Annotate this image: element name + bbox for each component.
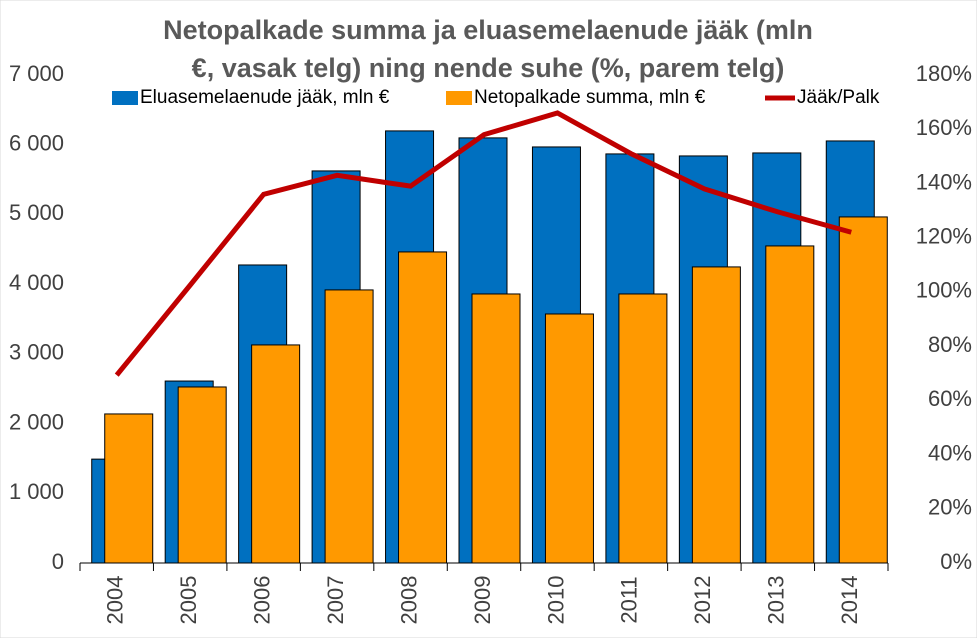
y-tick-label: 4 000 <box>9 270 64 295</box>
bar <box>324 289 374 564</box>
bar <box>177 386 227 564</box>
bar <box>251 344 301 564</box>
y2-tick-label: 40% <box>928 440 972 465</box>
chart-title: Netopalkade summa ja eluasemelaenude jää… <box>163 15 813 83</box>
y-tick-label: 1 000 <box>9 479 64 504</box>
bar <box>765 245 815 564</box>
y2-tick-label: 60% <box>928 386 972 411</box>
legend-swatch <box>446 91 472 105</box>
x-tick-label: 2007 <box>323 576 348 625</box>
y2-tick-label: 120% <box>916 223 972 248</box>
y-tick-label: 6 000 <box>9 131 64 156</box>
y-tick-label: 3 000 <box>9 340 64 365</box>
y2-tick-label: 160% <box>916 115 972 140</box>
x-tick-label: 2014 <box>837 576 862 625</box>
y2-tick-label: 100% <box>916 278 972 303</box>
x-tick-label: 2013 <box>764 576 789 625</box>
x-tick-label: 2006 <box>249 576 274 625</box>
legend-label: Jääk/Palk <box>797 87 880 108</box>
y2-tick-label: 180% <box>916 61 972 86</box>
x-tick-label: 2012 <box>690 576 715 625</box>
y-tick-label: 5 000 <box>9 200 64 225</box>
bar <box>398 251 448 564</box>
bar <box>471 293 521 564</box>
x-tick-label: 2005 <box>176 576 201 625</box>
x-tick-label: 2010 <box>543 576 568 625</box>
y2-tick-label: 0% <box>940 549 972 574</box>
legend-label: Eluasemelaenude jääk, mln € <box>140 87 390 108</box>
y-tick-label: 0 <box>52 549 64 574</box>
legend-label: Netopalkade summa, mln € <box>474 87 706 108</box>
x-tick-label: 2008 <box>396 576 421 625</box>
x-tick-label: 2011 <box>617 576 642 623</box>
y-tick-label: 7 000 <box>9 61 64 86</box>
y2-tick-label: 140% <box>916 169 972 194</box>
y-tick-label: 2 000 <box>9 409 64 434</box>
bar <box>104 413 154 564</box>
x-tick-label: 2009 <box>470 576 495 625</box>
bar <box>618 293 668 564</box>
x-tick-label: 2004 <box>103 576 128 625</box>
bar <box>838 216 888 564</box>
line <box>114 110 852 377</box>
bar <box>544 313 594 564</box>
y2-tick-label: 80% <box>928 332 972 357</box>
bar <box>691 266 741 564</box>
legend-swatch <box>112 91 138 105</box>
y2-tick-label: 20% <box>928 495 972 520</box>
